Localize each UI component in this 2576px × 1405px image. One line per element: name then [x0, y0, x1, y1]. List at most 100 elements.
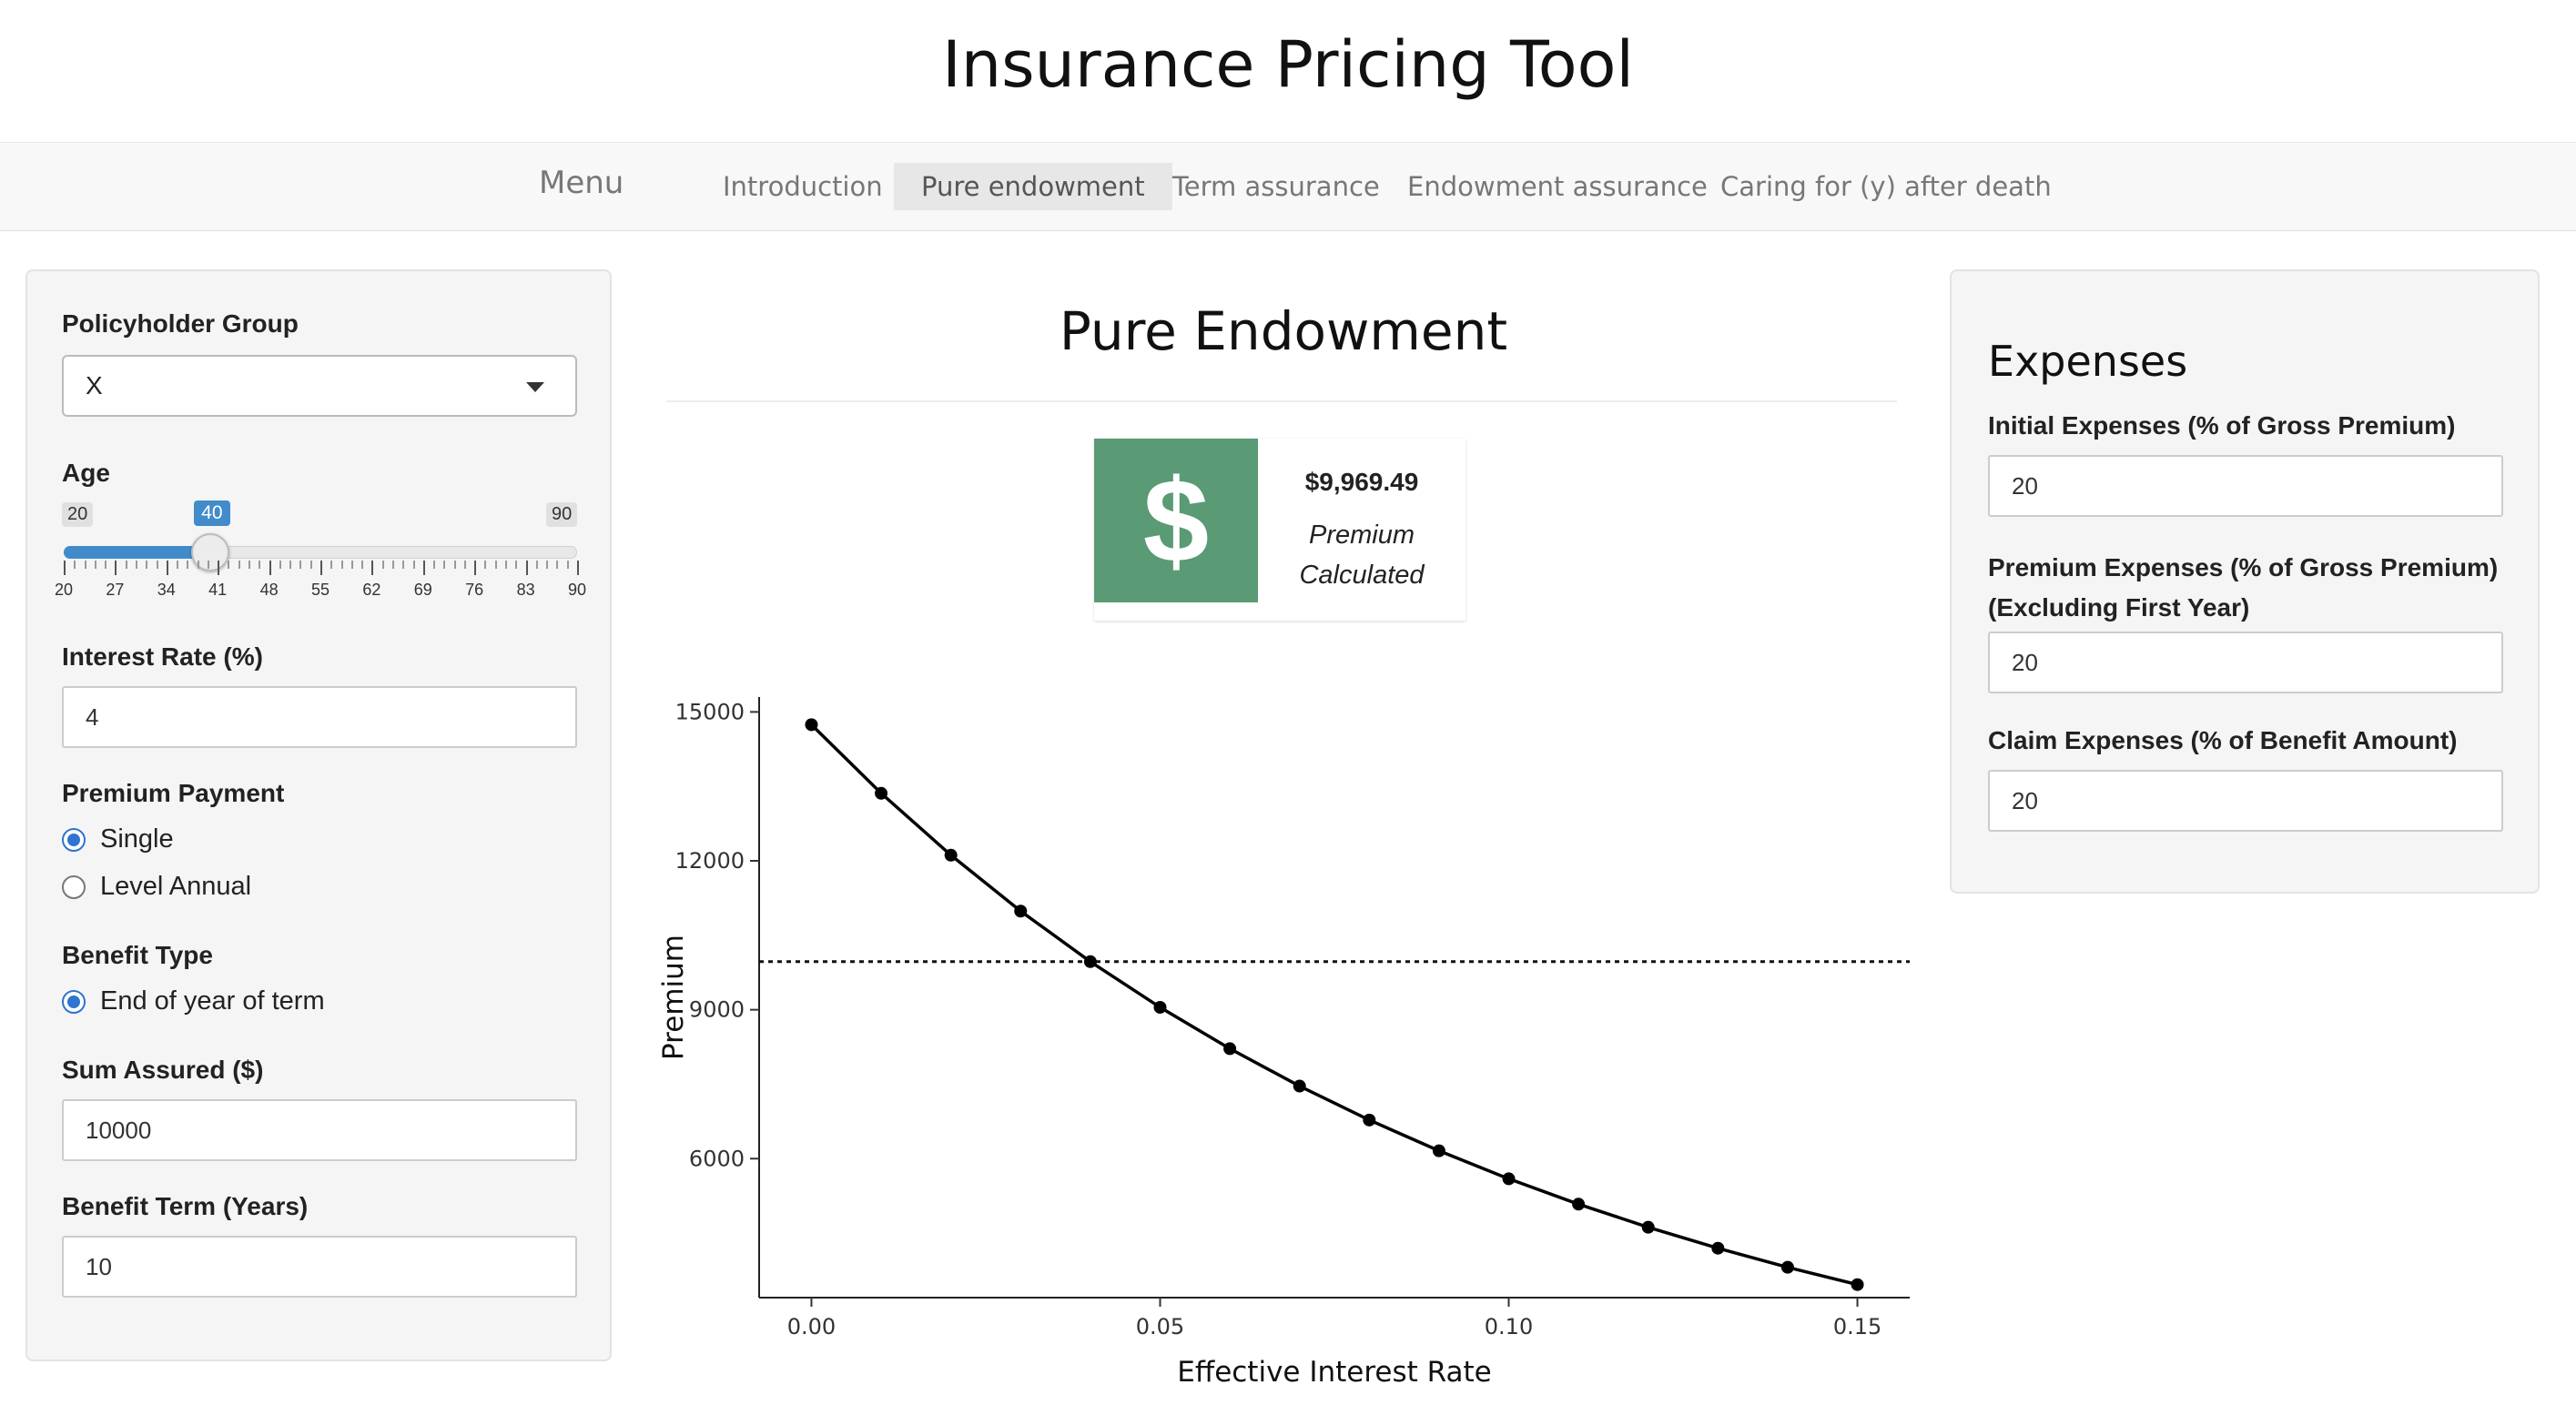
slider-minor-tick: [125, 561, 127, 569]
sum-assured-label: Sum Assured ($): [62, 1056, 264, 1084]
data-point: [1223, 1042, 1237, 1056]
data-point: [1363, 1113, 1376, 1127]
slider-minor-tick: [566, 561, 569, 569]
data-point: [1572, 1198, 1586, 1211]
slider-minor-tick: [330, 561, 333, 569]
chevron-down-icon: [526, 382, 544, 392]
tab-pure-endowment[interactable]: Pure endowment: [894, 163, 1172, 210]
benefit-term-label: Benefit Term (Years): [62, 1192, 309, 1220]
slider-minor-tick: [299, 561, 302, 569]
data-point: [1293, 1079, 1306, 1093]
dollar-icon: $: [1094, 439, 1258, 602]
premium-amount: $9,969.49: [1304, 468, 1419, 496]
slider-minor-tick: [135, 561, 137, 569]
slider-tick-label: 90: [567, 581, 587, 599]
slider-tick-label: 20: [54, 581, 74, 599]
slider-major-tick: [474, 561, 477, 575]
slider-tick-label: 62: [362, 581, 381, 599]
slider-minor-tick: [187, 561, 189, 569]
data-point: [805, 718, 818, 732]
radio-level-annual-label: Level Annual: [100, 872, 252, 901]
slider-tick-label: 41: [208, 581, 228, 599]
radio-end-of-year[interactable]: End of year of term: [62, 986, 325, 1016]
benefit-term-input[interactable]: [62, 1236, 577, 1298]
expenses-panel: Expenses Initial Expenses (% of Gross Pr…: [1950, 269, 2540, 894]
radio-single[interactable]: Single: [62, 824, 174, 854]
premium-expenses-label: Premium Expenses (% of Gross Premium) (E…: [1988, 553, 2499, 622]
data-point: [1014, 905, 1028, 918]
slider-minor-tick: [556, 561, 559, 569]
data-point: [1083, 955, 1097, 968]
tab-term-assurance[interactable]: Term assurance: [1172, 171, 1380, 202]
slider-minor-tick: [350, 561, 353, 569]
slider-minor-tick: [361, 561, 364, 569]
radio-level-annual[interactable]: Level Annual: [62, 872, 251, 902]
slider-minor-tick: [515, 561, 518, 569]
tab-introduction[interactable]: Introduction: [723, 171, 883, 202]
slider-tick-label: 34: [157, 581, 176, 599]
slider-minor-tick: [433, 561, 436, 569]
y-tick-label: 6000: [689, 1146, 745, 1171]
policyholder-group-select[interactable]: X: [62, 355, 577, 417]
nav-brand[interactable]: Menu: [539, 165, 624, 201]
radio-checked-icon: [62, 827, 86, 852]
slider-tick-label: 55: [310, 581, 330, 599]
app-title: Insurance Pricing Tool: [942, 27, 1634, 102]
interest-rate-label: Interest Rate (%): [62, 642, 263, 671]
page-title: Pure Endowment: [1059, 300, 1508, 362]
slider-minor-tick: [453, 561, 456, 569]
slider-minor-tick: [484, 561, 487, 569]
slider-minor-tick: [546, 561, 549, 569]
claim-expenses-input[interactable]: [1988, 770, 2503, 832]
initial-expenses-label: Initial Expenses (% of Gross Premium): [1988, 411, 2456, 440]
claim-expenses-label: Claim Expenses (% of Benefit Amount): [1988, 726, 2458, 754]
data-point: [1851, 1278, 1864, 1291]
initial-expenses-input[interactable]: [1988, 455, 2503, 517]
premium-value-box: $ $9,969.49 Premium Calculated: [1094, 439, 1465, 621]
title-divider: [666, 400, 1897, 402]
slider-major-tick: [422, 561, 425, 575]
slider-minor-tick: [309, 561, 312, 569]
premium-label: Premium Calculated: [1299, 521, 1425, 590]
slider-major-tick: [115, 561, 117, 575]
age-label: Age: [62, 459, 110, 487]
data-point: [1780, 1260, 1794, 1274]
x-tick-label: 0.00: [787, 1314, 836, 1339]
y-tick-label: 12000: [675, 848, 745, 874]
slider-minor-tick: [248, 561, 251, 569]
premium-expenses-input[interactable]: [1988, 632, 2503, 693]
tab-caring-after-death[interactable]: Caring for (y) after death: [1720, 171, 2052, 202]
sum-assured-input[interactable]: [62, 1099, 577, 1161]
navbar: Menu Introduction Pure endowment Term as…: [0, 142, 2576, 231]
slider-major-tick: [269, 561, 271, 575]
x-axis-title: Effective Interest Rate: [1177, 1356, 1492, 1389]
slider-minor-tick: [146, 561, 148, 569]
slider-major-tick: [166, 561, 168, 575]
slider-minor-tick: [177, 561, 179, 569]
data-point: [1502, 1172, 1516, 1186]
tab-endowment-assurance[interactable]: Endowment assurance: [1407, 171, 1708, 202]
slider-major-tick: [525, 561, 528, 575]
slider-minor-tick: [74, 561, 76, 569]
x-tick-label: 0.10: [1485, 1314, 1533, 1339]
sidebar-panel: Policyholder Group X Age 20 90 40 20 27 34…: [25, 269, 612, 1361]
policyholder-group-value: X: [86, 371, 103, 399]
slider-tick-label: 27: [106, 581, 125, 599]
benefit-type-label: Benefit Type: [62, 941, 213, 969]
slider-minor-tick: [443, 561, 446, 569]
slider-major-tick: [320, 561, 322, 575]
slider-minor-tick: [228, 561, 230, 569]
y-tick-label: 15000: [675, 699, 745, 724]
age-slider-max: 90: [546, 502, 578, 527]
slider-minor-tick: [197, 561, 199, 569]
y-axis-title: Premium: [657, 935, 690, 1060]
data-point: [944, 848, 958, 862]
slider-major-tick: [371, 561, 374, 575]
premium-payment-label: Premium Payment: [62, 779, 285, 807]
slider-minor-tick: [105, 561, 107, 569]
y-tick-label: 9000: [689, 997, 745, 1023]
slider-minor-tick: [402, 561, 405, 569]
slider-minor-tick: [463, 561, 466, 569]
slider-minor-tick: [505, 561, 508, 569]
interest-rate-input[interactable]: [62, 686, 577, 748]
